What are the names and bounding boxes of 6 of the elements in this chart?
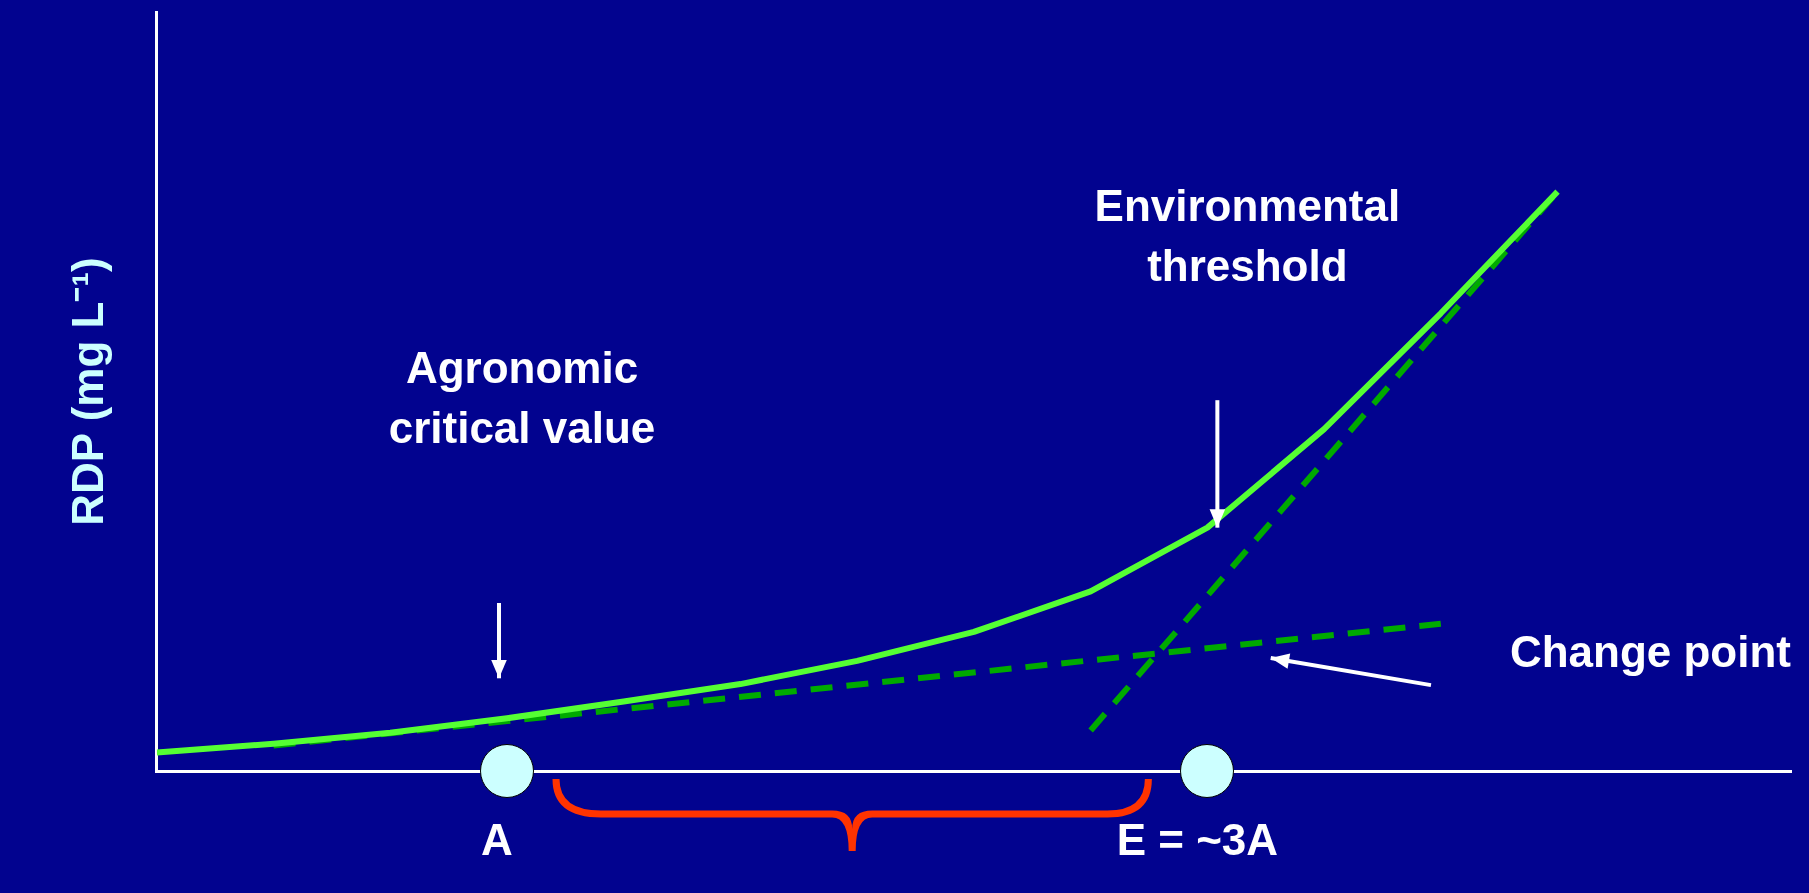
text: A — [481, 815, 513, 865]
annotation: Change point — [1509, 627, 1792, 677]
text: E = ~3A — [1116, 815, 1279, 865]
annotation: Environmental threshold — [1094, 180, 1401, 290]
annotation: Agronomic critical value — [388, 342, 656, 452]
y-axis-title: RDP (mg L⁻¹) — [62, 257, 112, 526]
